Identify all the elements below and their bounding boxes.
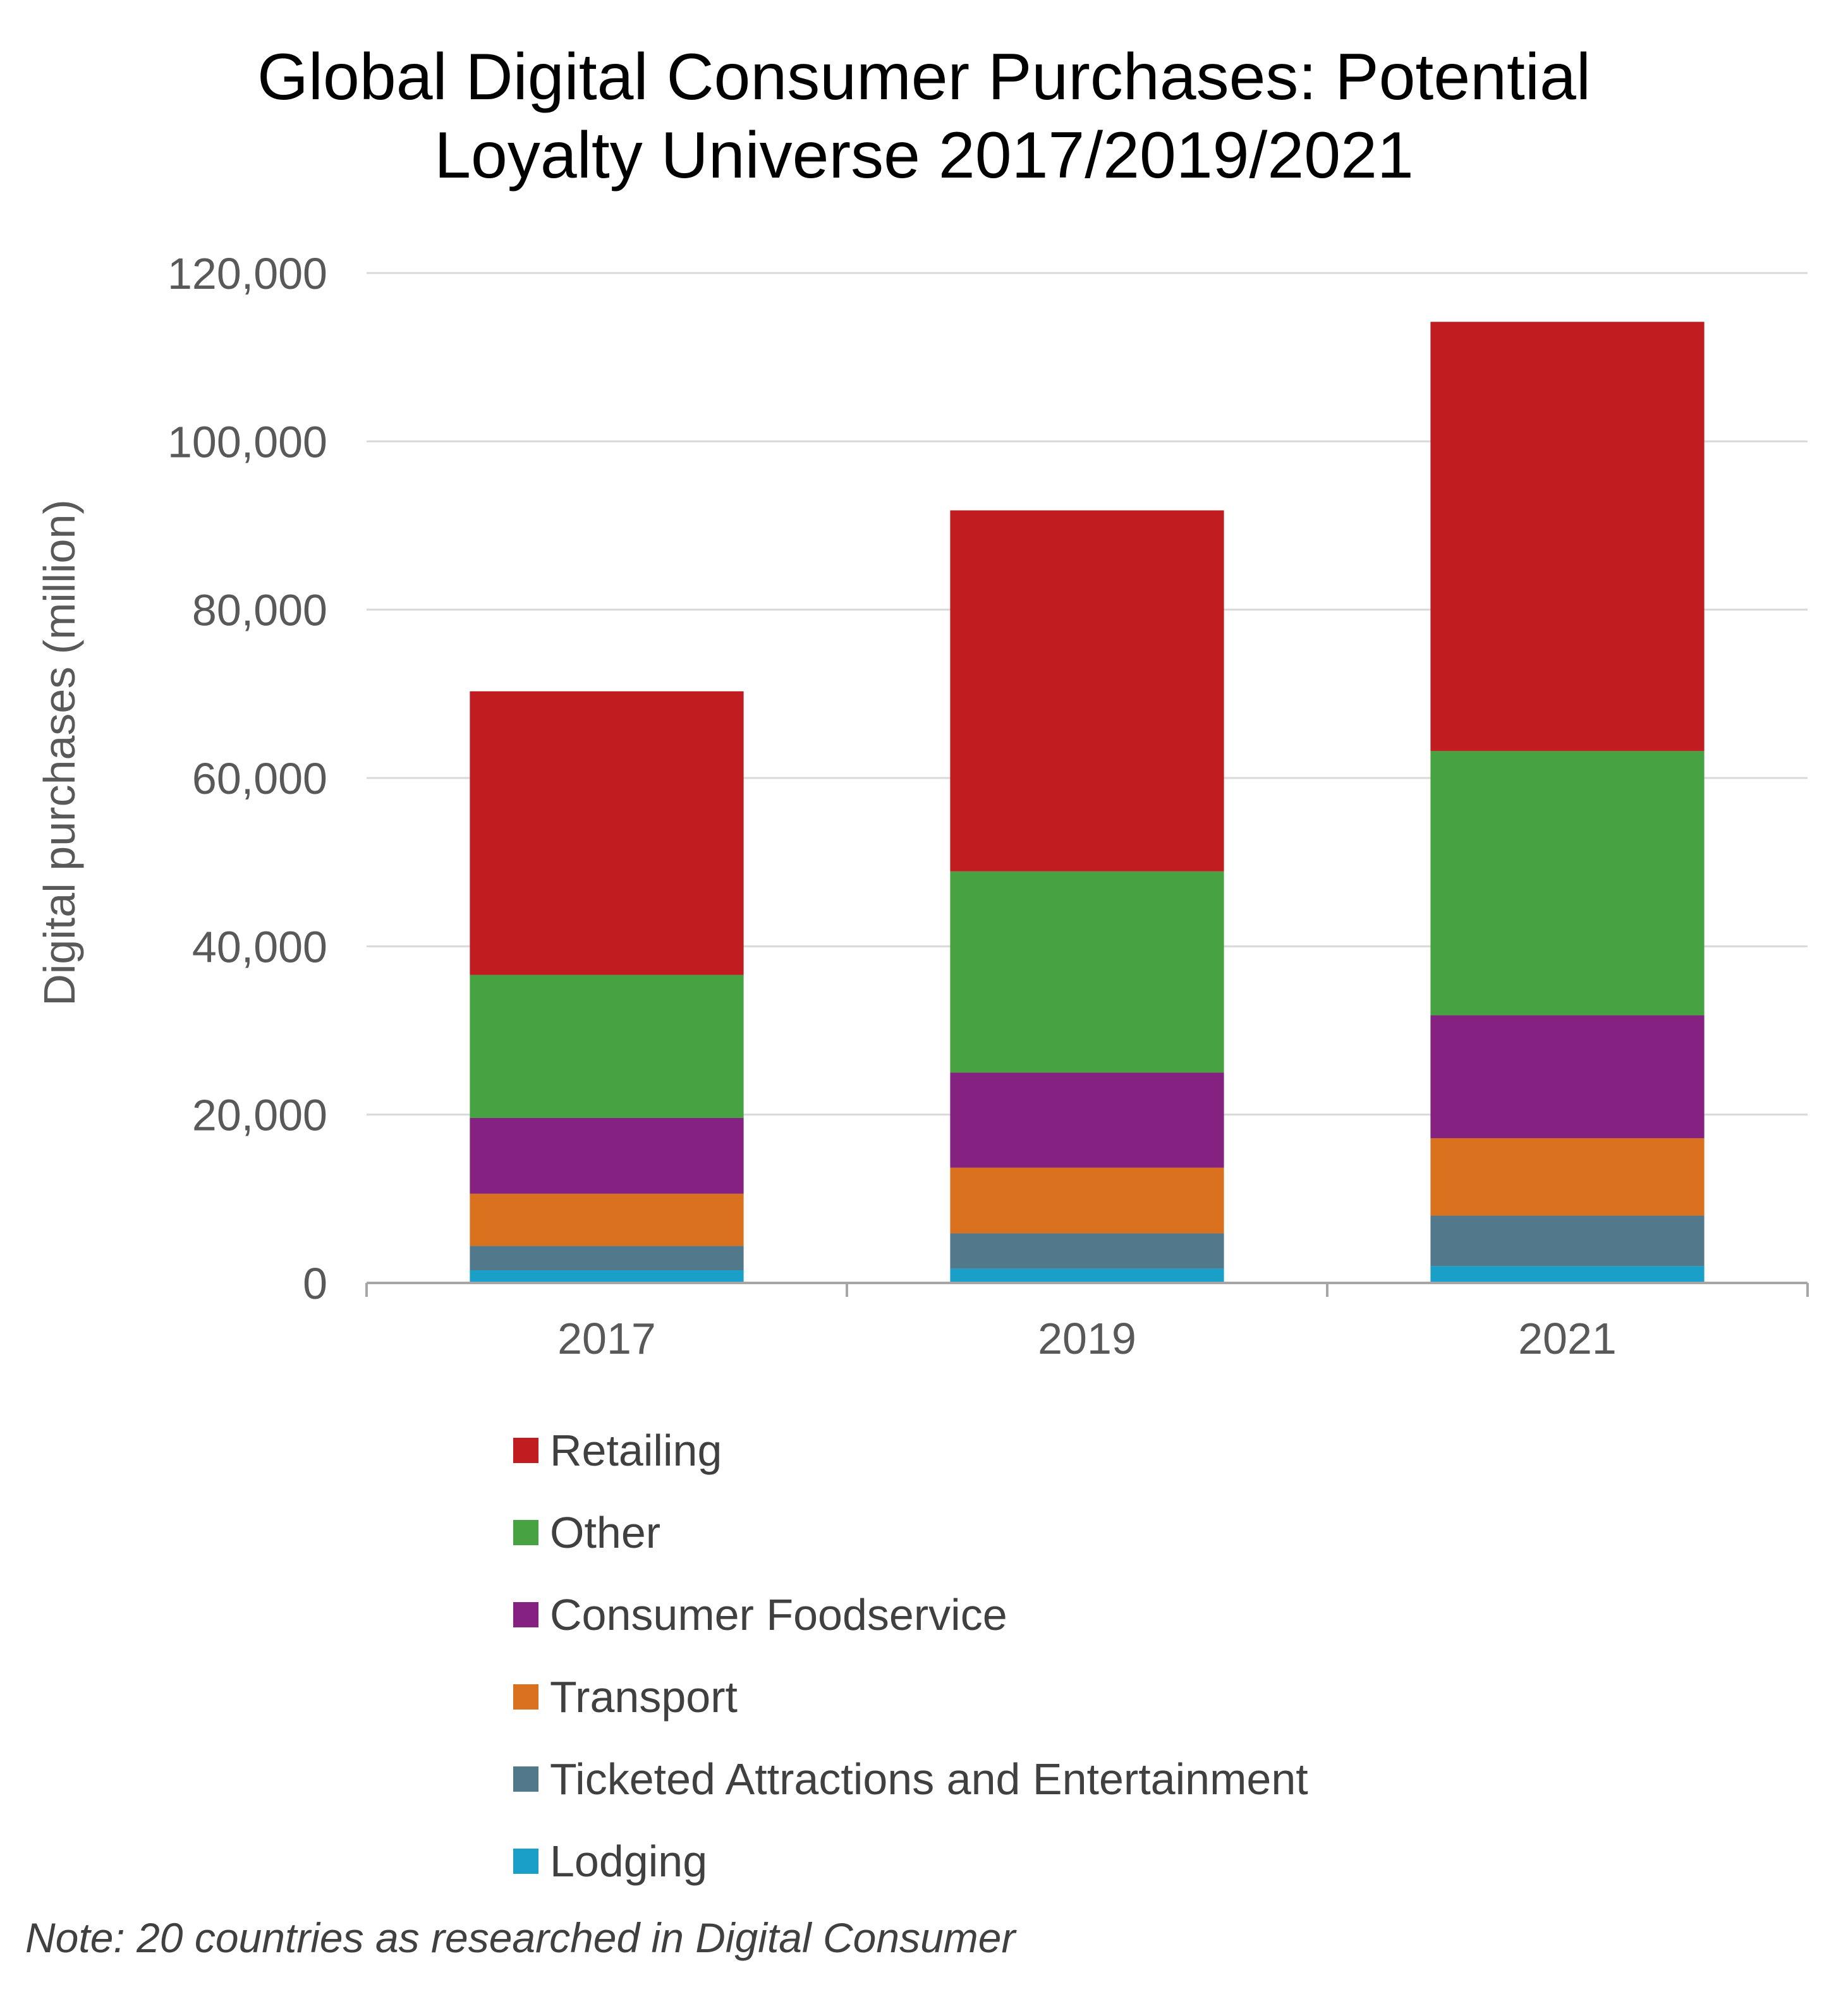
bar-segment-consumer-foodservice [950,1072,1224,1168]
chart-plot: 0 20,000 40,000 60,000 80,000 100,000 120,000 2… [35,249,1809,1363]
bar-segment-consumer-foodservice [1430,1015,1705,1138]
chart-title-line-2: Loyalty Universe 2017/2019/2021 [434,119,1414,192]
bar-segment-consumer-foodservice [470,1117,744,1194]
bar-segment-retailing [470,691,744,975]
legend-label: Ticketed Attractions and Entertainment [550,1754,1308,1804]
legend-label: Lodging [550,1837,708,1886]
bar-segment-ticketed-attractions-and-entertainment [470,1246,744,1271]
legend-swatch [513,1684,538,1710]
legend-item: Consumer Foodservice [513,1574,1308,1656]
bar-segment-transport [1430,1138,1705,1216]
bar-segment-lodging [1430,1266,1705,1283]
y-tick-label: 40,000 [192,922,327,971]
legend-label: Retailing [550,1426,722,1475]
legend-label: Consumer Foodservice [550,1590,1007,1639]
bar-segment-lodging [470,1270,744,1283]
y-tick-label: 80,000 [192,586,327,635]
bars [470,322,1705,1283]
y-axis-label: Digital purchases (million) [35,499,84,1006]
legend-swatch [513,1602,538,1627]
bar-segment-transport [470,1193,744,1246]
legend-item: Ticketed Attractions and Entertainment [513,1738,1308,1820]
legend-item: Retailing [513,1409,1308,1492]
legend-swatch [513,1438,538,1463]
y-tick-label: 60,000 [192,754,327,803]
legend-swatch [513,1520,538,1545]
footnote: Note: 20 countries as researched in Digi… [25,1914,1016,1961]
y-tick-label: 120,000 [167,249,327,298]
bar-segment-lodging [950,1268,1224,1283]
y-tick-label: 0 [303,1259,327,1308]
x-tick-label: 2017 [557,1314,656,1363]
legend-item: Lodging [513,1820,1308,1902]
legend-label: Transport [550,1672,738,1722]
legend-swatch [513,1766,538,1792]
bar-segment-other [950,871,1224,1073]
axes: 0 20,000 40,000 60,000 80,000 100,000 120,000 2… [167,249,1809,1363]
bar-segment-transport [950,1167,1224,1234]
legend-label: Other [550,1508,661,1557]
x-tick-label: 2021 [1518,1314,1617,1363]
chart-title: Global Digital Consumer Purchases: Poten… [0,38,1848,195]
bar-segment-retailing [950,510,1224,872]
x-tick-label: 2019 [1038,1314,1136,1363]
legend-item: Transport [513,1656,1308,1738]
y-tick-label: 20,000 [192,1091,327,1140]
legend: Retailing Other Consumer Foodservice Transp… [513,1409,1308,1902]
legend-swatch [513,1849,538,1874]
bar-segment-ticketed-attractions-and-entertainment [950,1233,1224,1269]
bar-segment-retailing [1430,322,1705,751]
bar-segment-other [470,975,744,1118]
chart-title-line-1: Global Digital Consumer Purchases: Poten… [257,40,1591,114]
bar-segment-ticketed-attractions-and-entertainment [1430,1215,1705,1267]
bar-segment-other [1430,751,1705,1016]
legend-item: Other [513,1492,1308,1574]
y-tick-label: 100,000 [167,417,327,466]
